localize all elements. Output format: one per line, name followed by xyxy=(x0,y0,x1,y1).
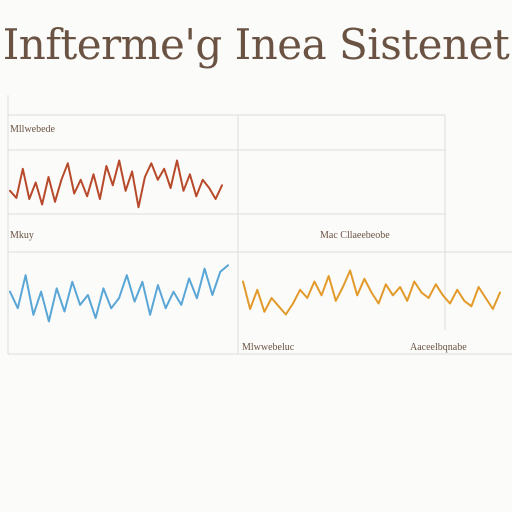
panel-2-label: Mkuy xyxy=(10,230,34,241)
bottom-label-right: Aaceelbqnabe xyxy=(410,342,467,353)
panel-3-label: Mac Cllaeebeobe xyxy=(320,230,390,241)
panel-grid-lines xyxy=(7,95,512,355)
bottom-label-left: Mlwwebeluc xyxy=(242,342,295,353)
panel-1-label: Mllwebede xyxy=(10,124,55,135)
series-line-panel-1 xyxy=(9,159,223,209)
series-line-panel-4 xyxy=(242,269,501,316)
series-line-panel-2 xyxy=(9,264,229,323)
series-lines xyxy=(9,159,501,323)
chart-title: Infterme'g Inea Sistenet xyxy=(2,20,510,69)
